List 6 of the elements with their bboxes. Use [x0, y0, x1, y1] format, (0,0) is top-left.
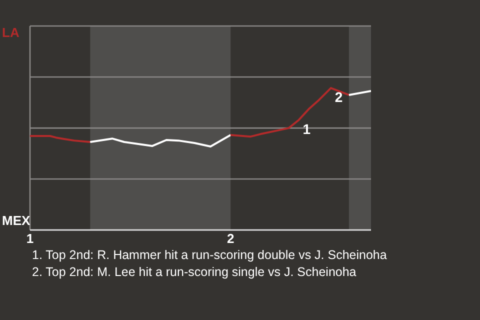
annotation: 1: [302, 120, 311, 137]
annotation: 2: [334, 89, 343, 106]
text: 1. Top 2nd: R. Hammer hit a run-scoring double vs J. Scheinoha: [32, 247, 387, 264]
text: 2. Top 2nd: M. Lee hit a run-scoring single vs J. Scheinoha: [32, 264, 358, 281]
annotation: MEX: [2, 213, 30, 228]
text: LA: [2, 25, 20, 40]
